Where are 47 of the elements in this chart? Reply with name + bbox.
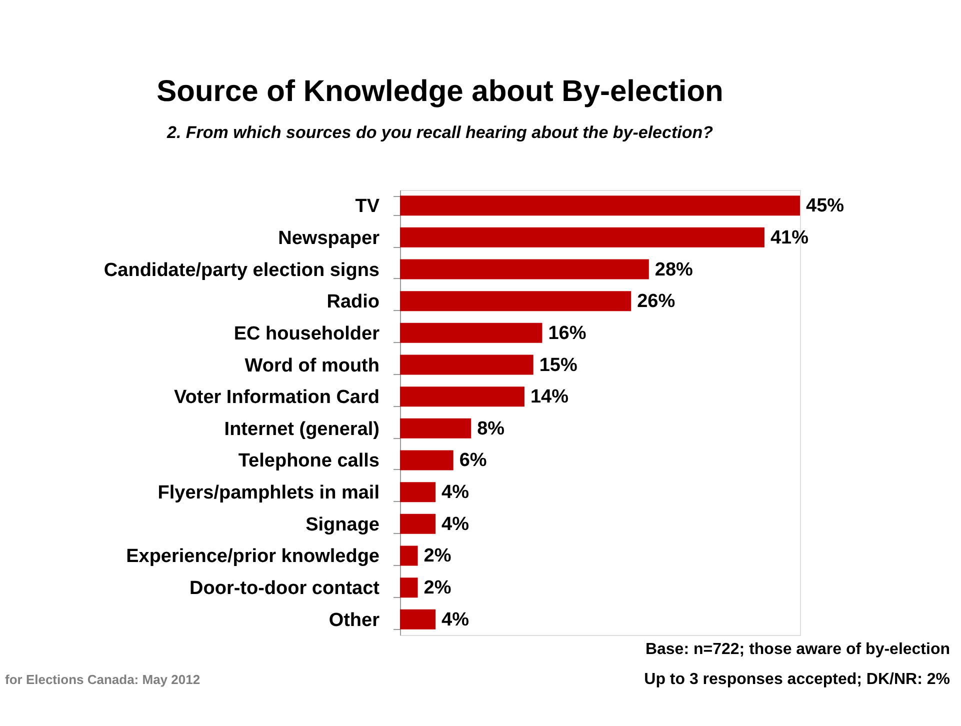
y-tick-label: Door-to-door contact xyxy=(190,578,380,600)
data-label: 16% xyxy=(548,322,586,344)
y-tick-label: Word of mouth xyxy=(244,355,380,376)
data-label: 2% xyxy=(424,578,452,599)
chart-title: Source of Knowledge about By-election xyxy=(156,75,724,108)
data-label: 4% xyxy=(442,482,470,504)
data-label: 14% xyxy=(530,386,569,408)
text: for Elections Canada: May 2012 xyxy=(5,672,200,687)
data-label: 4% xyxy=(442,514,470,535)
data-label: 26% xyxy=(637,291,676,312)
bar xyxy=(400,546,418,566)
text: Base: n=722; those aware of by-election xyxy=(645,641,950,658)
data-label: 6% xyxy=(459,450,487,472)
y-tick-label: Internet (general) xyxy=(224,418,380,440)
data-label: 2% xyxy=(424,546,452,567)
chart-subtitle: 2. From which sources do you recall hearing about the by-election? xyxy=(166,123,714,142)
y-tick-label: Flyers/pamphlets in mail xyxy=(158,482,380,504)
data-label: 15% xyxy=(539,354,578,376)
y-tick-label: Radio xyxy=(326,292,380,313)
bar xyxy=(400,386,524,407)
bar xyxy=(400,196,800,216)
y-tick-label: EC householder xyxy=(234,323,380,344)
bar xyxy=(400,354,534,375)
y-tick-label: Candidate/party election signs xyxy=(104,260,380,281)
data-label: 41% xyxy=(770,227,809,248)
y-tick-label: TV xyxy=(355,196,380,218)
y-tick-label: Experience/prior knowledge xyxy=(126,546,380,568)
data-label: 4% xyxy=(442,609,470,630)
y-tick-label: Telephone calls xyxy=(238,450,380,472)
data-label: 45% xyxy=(806,196,844,217)
bar xyxy=(400,259,649,280)
bar xyxy=(400,227,764,248)
bar xyxy=(400,482,436,502)
data-label: 8% xyxy=(477,418,505,440)
text: Up to 3 responses accepted; DK/NR: 2% xyxy=(644,671,950,688)
bar xyxy=(400,514,436,534)
bar xyxy=(400,418,472,438)
y-tick-label: Voter Information Card xyxy=(174,387,380,408)
bar xyxy=(400,322,542,343)
bar xyxy=(400,450,454,470)
y-tick-label: Other xyxy=(328,610,380,631)
bar xyxy=(400,291,632,312)
bar xyxy=(400,578,418,598)
bar xyxy=(400,609,436,630)
y-tick-label: Signage xyxy=(306,514,380,536)
data-label: 28% xyxy=(654,259,694,280)
y-tick-label: Newspaper xyxy=(278,228,380,249)
